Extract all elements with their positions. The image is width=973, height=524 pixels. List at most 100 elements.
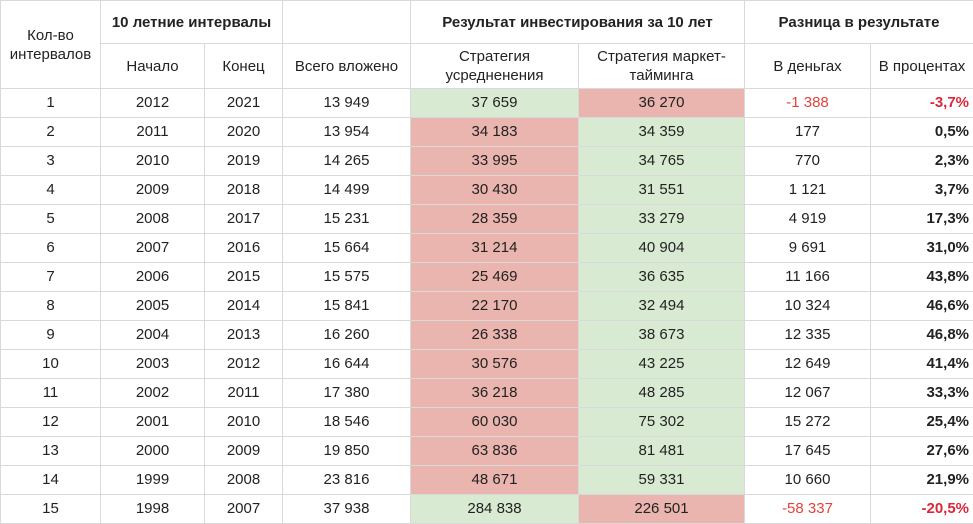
diff-money-cell: 10 660 [745,466,871,495]
diff-money-cell: -1 388 [745,89,871,118]
start-year-cell: 2006 [101,263,205,292]
diff-pct-cell: 3,7% [871,176,973,205]
diff-money-header: В деньгах [745,44,871,89]
end-year-cell: 2017 [205,205,283,234]
start-year-cell: 2003 [101,350,205,379]
diff-pct-header: В процентах [871,44,973,89]
diff-money-cell: 177 [745,118,871,147]
start-year-cell: 2001 [101,408,205,437]
diff-pct-cell: 31,0% [871,234,973,263]
dca-result-cell: 30 430 [411,176,579,205]
dca-result-cell: 37 659 [411,89,579,118]
diff-pct-cell: -20,5% [871,495,973,524]
start-year-cell: 1998 [101,495,205,524]
timing-result-cell: 59 331 [579,466,745,495]
diff-money-cell: 4 919 [745,205,871,234]
diff-money-cell: 12 067 [745,379,871,408]
count-header: Кол-во интервалов [1,1,101,89]
timing-result-cell: 75 302 [579,408,745,437]
start-year-cell: 2005 [101,292,205,321]
diff-pct-cell: 25,4% [871,408,973,437]
row-number-cell: 2 [1,118,101,147]
start-year-cell: 2012 [101,89,205,118]
total-invested-cell: 17 380 [283,379,411,408]
diff-pct-cell: 2,3% [871,147,973,176]
end-year-cell: 2016 [205,234,283,263]
row-number-cell: 11 [1,379,101,408]
end-year-cell: 2020 [205,118,283,147]
timing-result-cell: 31 551 [579,176,745,205]
end-year-cell: 2021 [205,89,283,118]
diff-money-cell: 1 121 [745,176,871,205]
diff-money-cell: 9 691 [745,234,871,263]
total-invested-cell: 14 265 [283,147,411,176]
timing-result-cell: 34 359 [579,118,745,147]
dca-result-cell: 30 576 [411,350,579,379]
start-year-cell: 2010 [101,147,205,176]
total-invested-cell: 15 231 [283,205,411,234]
diff-pct-cell: 27,6% [871,437,973,466]
end-year-cell: 2018 [205,176,283,205]
start-year-cell: 2008 [101,205,205,234]
dca-result-cell: 60 030 [411,408,579,437]
start-header: Начало [101,44,205,89]
timing-result-cell: 33 279 [579,205,745,234]
total-invested-cell: 37 938 [283,495,411,524]
timing-result-cell: 226 501 [579,495,745,524]
total-header-spacer [283,1,411,44]
row-number-cell: 4 [1,176,101,205]
end-year-cell: 2008 [205,466,283,495]
row-number-cell: 1 [1,89,101,118]
start-year-cell: 2011 [101,118,205,147]
dca-result-cell: 34 183 [411,118,579,147]
end-year-cell: 2007 [205,495,283,524]
dca-result-cell: 25 469 [411,263,579,292]
dca-result-cell: 63 836 [411,437,579,466]
total-invested-cell: 13 949 [283,89,411,118]
start-year-cell: 2000 [101,437,205,466]
row-number-cell: 3 [1,147,101,176]
total-invested-cell: 13 954 [283,118,411,147]
dca-result-cell: 33 995 [411,147,579,176]
start-year-cell: 2002 [101,379,205,408]
row-number-cell: 14 [1,466,101,495]
end-year-cell: 2013 [205,321,283,350]
row-number-cell: 6 [1,234,101,263]
dca-result-cell: 36 218 [411,379,579,408]
dca-result-cell: 28 359 [411,205,579,234]
total-invested-cell: 19 850 [283,437,411,466]
timing-result-cell: 38 673 [579,321,745,350]
diff-pct-cell: 21,9% [871,466,973,495]
start-year-cell: 2007 [101,234,205,263]
timing-result-cell: 48 285 [579,379,745,408]
timing-result-cell: 36 270 [579,89,745,118]
dca-result-cell: 26 338 [411,321,579,350]
timing-result-cell: 36 635 [579,263,745,292]
dca-header: Стратегия усредненения [411,44,579,89]
end-year-cell: 2019 [205,147,283,176]
end-year-cell: 2010 [205,408,283,437]
total-invested-cell: 14 499 [283,176,411,205]
diff-money-cell: 770 [745,147,871,176]
diff-pct-cell: -3,7% [871,89,973,118]
diff-money-cell: -58 337 [745,495,871,524]
diff-pct-cell: 43,8% [871,263,973,292]
diff-header: Разница в результате [745,1,973,44]
timing-result-cell: 43 225 [579,350,745,379]
diff-money-cell: 12 335 [745,321,871,350]
result-header: Результат инвестирования за 10 лет [411,1,745,44]
end-year-cell: 2009 [205,437,283,466]
diff-money-cell: 11 166 [745,263,871,292]
diff-pct-cell: 46,8% [871,321,973,350]
